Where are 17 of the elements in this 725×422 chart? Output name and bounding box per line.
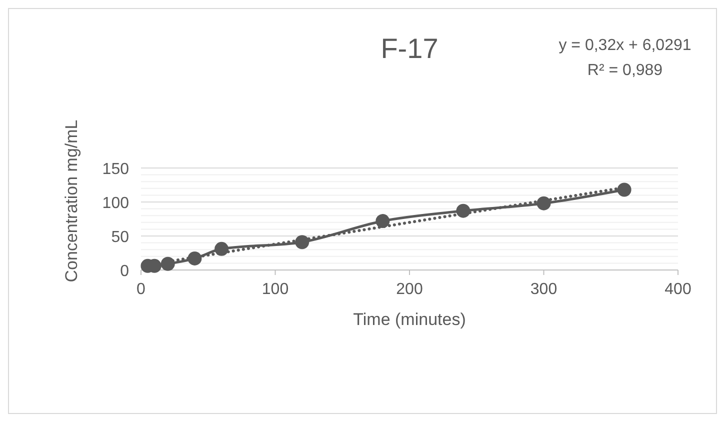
x-tick-label: 100	[262, 281, 289, 298]
x-tick-label: 0	[136, 281, 146, 298]
x-tick-label: 300	[530, 281, 558, 298]
y-tick-label: 150	[102, 161, 130, 178]
x-tick-label: 200	[396, 281, 423, 298]
x-axis-title: Time (minutes)	[353, 310, 466, 329]
point	[376, 214, 390, 228]
point	[617, 182, 632, 197]
text: y = 0,32x + 6,0291	[558, 37, 692, 54]
text: R² = 0,989	[587, 62, 663, 79]
y-axis-title: Concentration mg/mL	[62, 120, 81, 282]
point	[295, 235, 310, 250]
x-tick-label: 400	[664, 281, 692, 298]
y-tick-label: 0	[120, 263, 130, 280]
y-tick-label: 100	[102, 195, 130, 212]
y-tick-label: 50	[111, 229, 130, 246]
chart-title: F-17	[380, 33, 438, 64]
